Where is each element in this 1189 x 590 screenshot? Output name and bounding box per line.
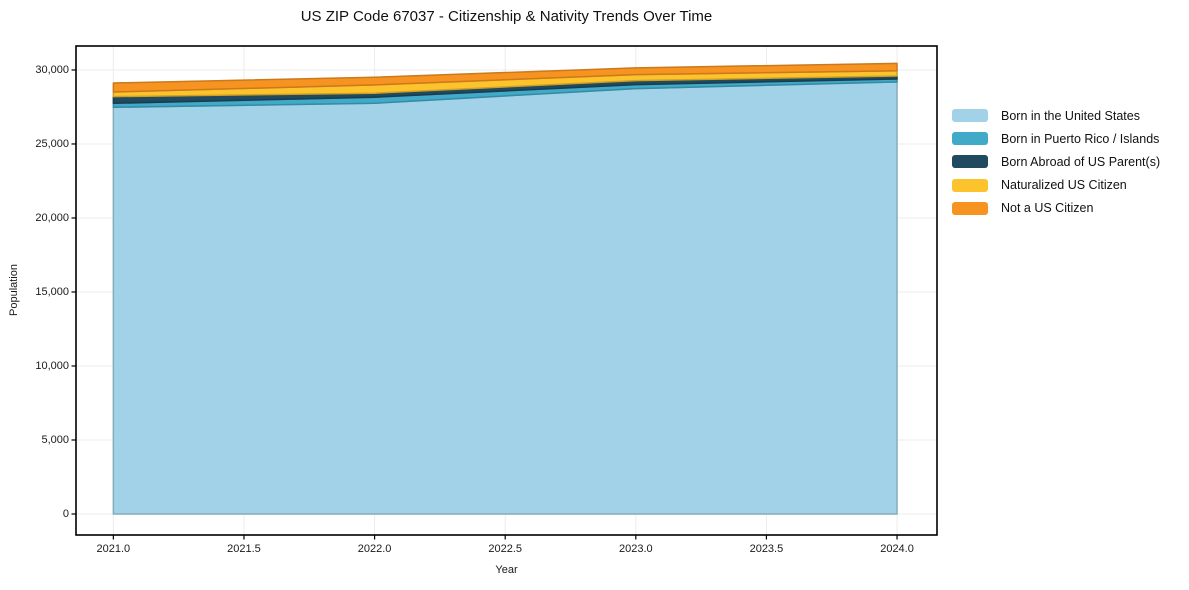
- legend-label: Naturalized US Citizen: [1001, 178, 1127, 193]
- y-tick-label: 30,000: [35, 63, 69, 76]
- legend-label: Born in Puerto Rico / Islands: [1001, 131, 1160, 146]
- legend-swatch-icon: [952, 155, 988, 169]
- legend-swatch-icon: [952, 178, 988, 192]
- y-tick-label: 5,000: [41, 433, 69, 446]
- y-tick-label: 25,000: [35, 137, 69, 150]
- x-tick-label: 2022.0: [357, 543, 392, 555]
- x-tick-label: 2021.5: [227, 543, 261, 555]
- legend-label: Not a US Citizen: [1001, 201, 1094, 216]
- legend-swatch-icon: [952, 201, 988, 215]
- plot-border: [75, 45, 938, 536]
- chart-title: US ZIP Code 67037 - Citizenship & Nativi…: [300, 8, 713, 25]
- legend: Born in the United States Born in Puerto …: [952, 104, 1160, 220]
- legend-item: Born in Puerto Rico / Islands: [952, 127, 1160, 150]
- legend-item: Born Abroad of US Parent(s): [952, 150, 1160, 173]
- x-tick-label: 2024.0: [880, 543, 914, 555]
- legend-swatch-icon: [952, 109, 988, 123]
- x-tick-label: 2023.0: [618, 543, 653, 555]
- legend-item: Not a US Citizen: [952, 197, 1160, 220]
- legend-item: Born in the United States: [952, 104, 1160, 127]
- x-tick-label: 2021.0: [96, 543, 131, 555]
- area-series-0: [112, 81, 898, 515]
- legend-label: Born Abroad of US Parent(s): [1001, 154, 1161, 169]
- area-series-4: [112, 62, 898, 93]
- x-tick-label: 2022.5: [488, 543, 523, 555]
- y-tick-label: 0: [62, 507, 69, 520]
- legend-swatch-icon: [952, 132, 988, 146]
- y-tick-label: 20,000: [35, 211, 69, 224]
- legend-item: Naturalized US Citizen: [952, 174, 1160, 197]
- x-tick-label: 2023.5: [749, 543, 784, 555]
- legend-label: Born in the United States: [1001, 108, 1140, 123]
- x-axis-label: Year: [495, 564, 518, 576]
- y-tick-label: 15,000: [35, 285, 69, 298]
- y-tick-label: 10,000: [35, 359, 69, 372]
- y-axis-label: Population: [8, 264, 20, 316]
